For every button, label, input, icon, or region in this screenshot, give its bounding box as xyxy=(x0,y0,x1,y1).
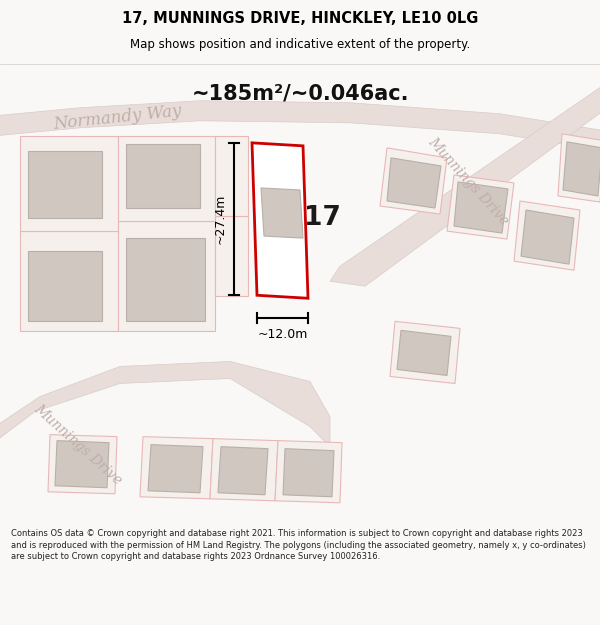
Polygon shape xyxy=(140,437,213,499)
Polygon shape xyxy=(218,447,268,495)
Polygon shape xyxy=(148,444,203,493)
Text: Munnings Drive: Munnings Drive xyxy=(31,402,125,488)
Polygon shape xyxy=(454,182,508,233)
Polygon shape xyxy=(390,321,460,384)
Polygon shape xyxy=(521,210,574,264)
Text: Munnings Drive: Munnings Drive xyxy=(425,134,511,228)
Text: Normandy Way: Normandy Way xyxy=(53,102,183,133)
Polygon shape xyxy=(275,441,342,503)
Polygon shape xyxy=(0,101,600,151)
Text: ~185m²/~0.046ac.: ~185m²/~0.046ac. xyxy=(191,84,409,104)
Polygon shape xyxy=(126,238,205,321)
Polygon shape xyxy=(55,441,109,488)
Polygon shape xyxy=(210,439,278,501)
Polygon shape xyxy=(28,251,102,321)
Text: Map shows position and indicative extent of the property.: Map shows position and indicative extent… xyxy=(130,38,470,51)
Polygon shape xyxy=(252,143,308,298)
Polygon shape xyxy=(215,136,248,216)
Polygon shape xyxy=(126,144,200,208)
Polygon shape xyxy=(330,81,600,286)
Polygon shape xyxy=(563,142,600,196)
Polygon shape xyxy=(215,216,248,296)
Polygon shape xyxy=(20,136,118,231)
Polygon shape xyxy=(118,136,215,221)
Polygon shape xyxy=(48,434,117,494)
Text: ~12.0m: ~12.0m xyxy=(257,328,308,341)
Polygon shape xyxy=(380,148,447,214)
Polygon shape xyxy=(0,361,330,532)
Text: 17: 17 xyxy=(304,205,340,231)
Polygon shape xyxy=(283,449,334,497)
Polygon shape xyxy=(558,134,600,202)
Text: ~27.4m: ~27.4m xyxy=(214,194,227,244)
Text: 17, MUNNINGS DRIVE, HINCKLEY, LE10 0LG: 17, MUNNINGS DRIVE, HINCKLEY, LE10 0LG xyxy=(122,11,478,26)
Polygon shape xyxy=(514,201,580,270)
Polygon shape xyxy=(261,188,303,238)
Text: Contains OS data © Crown copyright and database right 2021. This information is : Contains OS data © Crown copyright and d… xyxy=(11,529,586,561)
Polygon shape xyxy=(387,158,441,208)
Polygon shape xyxy=(118,221,215,331)
Polygon shape xyxy=(20,231,118,331)
Polygon shape xyxy=(28,151,102,218)
Polygon shape xyxy=(397,331,451,376)
Polygon shape xyxy=(447,175,514,239)
